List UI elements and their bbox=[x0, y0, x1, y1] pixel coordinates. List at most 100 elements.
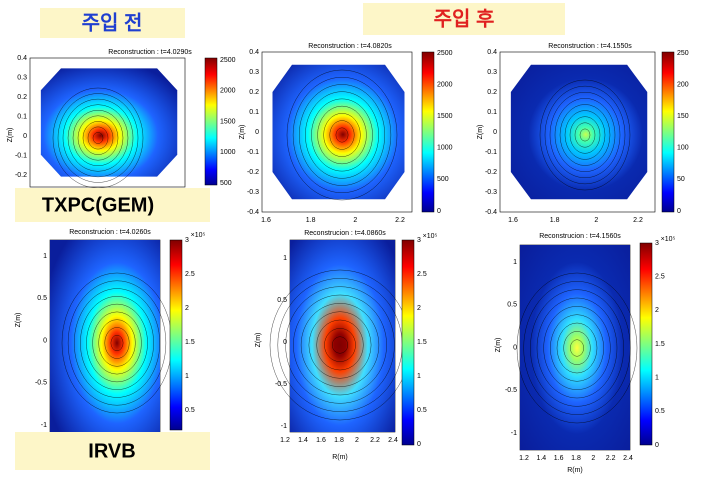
contour bbox=[305, 91, 379, 179]
y-tick-label: -0.1 bbox=[15, 152, 27, 159]
plot-title: Reconstruction : t=4.0290s bbox=[108, 49, 192, 56]
y-tick-label: 0.1 bbox=[249, 109, 259, 116]
contour bbox=[73, 288, 161, 398]
plot-field bbox=[510, 64, 648, 200]
colorbar-tick-label: 0.5 bbox=[655, 408, 665, 415]
x-tick-label: 2.2 bbox=[606, 455, 616, 462]
colorbar-tick-label: 1 bbox=[185, 373, 189, 380]
plot-title: Reconstrucion : t=4.0260s bbox=[69, 229, 151, 236]
colorbar bbox=[661, 51, 675, 213]
colorbar-tick-label: 250 bbox=[677, 50, 689, 57]
y-tick-label: -0.5 bbox=[505, 387, 517, 394]
y-tick-label: -0.5 bbox=[35, 380, 47, 387]
y-tick-label: -1 bbox=[511, 430, 517, 437]
colorbar-exponent: ×10⁵ bbox=[423, 233, 438, 240]
colorbar-exponent: ×10⁵ bbox=[661, 236, 676, 243]
colorbar-tick-label: 0.5 bbox=[417, 407, 427, 414]
colorbar-tick-label: 1 bbox=[417, 373, 421, 380]
contour bbox=[543, 306, 611, 390]
colorbar-tick-label: 1500 bbox=[220, 118, 236, 125]
colorbar-tick-label: 150 bbox=[677, 113, 689, 120]
x-axis-label: R(m) bbox=[567, 467, 583, 474]
y-tick-label: 1 bbox=[283, 255, 287, 262]
colorbar-tick-label: 2500 bbox=[220, 57, 236, 64]
y-tick-label: 0 bbox=[255, 129, 259, 136]
colorbar bbox=[204, 57, 218, 186]
contour bbox=[86, 303, 148, 383]
plot-field bbox=[40, 68, 178, 177]
y-tick-label: 0 bbox=[23, 133, 27, 140]
y-tick-label: 0.1 bbox=[487, 109, 497, 116]
contour bbox=[67, 280, 167, 406]
y-tick-label: 1 bbox=[43, 253, 47, 260]
x-tick-label: 2.4 bbox=[388, 437, 398, 444]
contour bbox=[574, 122, 596, 148]
plot-title: Reconstrucion : t=4.1560s bbox=[539, 233, 621, 240]
contour bbox=[67, 104, 129, 172]
y-axis-label: Z(m) bbox=[255, 333, 262, 348]
y-axis-label: Z(m) bbox=[477, 125, 484, 140]
y-tick-label: -0.2 bbox=[247, 169, 259, 176]
y-tick-label: 0 bbox=[43, 337, 47, 344]
x-tick-label: 2.2 bbox=[633, 217, 643, 224]
contour bbox=[311, 98, 373, 172]
contour bbox=[293, 294, 387, 396]
colorbar-tick-label: 200 bbox=[677, 81, 689, 88]
contour bbox=[564, 110, 606, 160]
colorbar-tick-label: 1.5 bbox=[655, 341, 665, 348]
y-tick-label: 0.5 bbox=[507, 302, 517, 309]
x-tick-label: 1.8 bbox=[306, 217, 316, 224]
y-tick-label: 0.3 bbox=[17, 74, 27, 81]
colorbar-tick-label: 0 bbox=[437, 208, 441, 215]
y-axis-label: Z(m) bbox=[495, 338, 502, 353]
y-tick-label: 0.2 bbox=[17, 94, 27, 101]
irvb-label: IRVB bbox=[88, 440, 135, 462]
x-tick-label: 2 bbox=[594, 217, 598, 224]
colorbar-tick-label: 2.5 bbox=[655, 274, 665, 281]
colorbar-tick-label: 2000 bbox=[437, 81, 453, 88]
contour bbox=[324, 328, 356, 362]
colorbar-tick-label: 2000 bbox=[220, 88, 236, 95]
y-tick-label: 0.2 bbox=[249, 89, 259, 96]
contour bbox=[285, 286, 395, 404]
contour bbox=[72, 109, 124, 167]
x-tick-label: 2 bbox=[355, 437, 359, 444]
contour bbox=[323, 113, 361, 157]
x-tick-label: 2 bbox=[591, 455, 595, 462]
contour bbox=[523, 281, 631, 415]
y-tick-label: 0.3 bbox=[487, 69, 497, 76]
contour bbox=[554, 98, 616, 172]
label-box bbox=[15, 432, 210, 470]
colorbar-tick-label: 500 bbox=[220, 180, 232, 187]
y-tick-label: -1 bbox=[41, 422, 47, 429]
y-tick-label: -0.2 bbox=[485, 169, 497, 176]
colorbar-tick-label: 2 bbox=[185, 305, 189, 312]
x-tick-label: 1.4 bbox=[536, 455, 546, 462]
plot-title: Reconstruction : t=4.1550s bbox=[548, 43, 632, 50]
contour bbox=[298, 84, 386, 186]
x-tick-label: 2.2 bbox=[395, 217, 405, 224]
contour bbox=[530, 289, 624, 407]
x-tick-label: 1.2 bbox=[519, 455, 529, 462]
y-tick-label: -0.4 bbox=[247, 209, 259, 216]
x-tick-label: 2.4 bbox=[623, 455, 633, 462]
x-tick-label: 1.8 bbox=[334, 437, 344, 444]
contour bbox=[570, 339, 584, 357]
colorbar-tick-label: 0 bbox=[677, 208, 681, 215]
header-before: 주입 전 bbox=[82, 11, 143, 34]
y-tick-label: -0.1 bbox=[247, 149, 259, 156]
y-tick-label: 1 bbox=[513, 259, 517, 266]
contour bbox=[569, 116, 601, 154]
header-box bbox=[363, 3, 565, 35]
y-tick-label: 0.5 bbox=[277, 297, 287, 304]
y-tick-label: 0.5 bbox=[37, 295, 47, 302]
plot-field bbox=[50, 240, 160, 432]
panels: Reconstruction : t=4.0290s Z(m) 0.4 0.3 0.2 0… bbox=[7, 43, 689, 474]
colorbar-tick-label: 0 bbox=[655, 442, 659, 449]
colorbar-tick-label: 1500 bbox=[437, 113, 453, 120]
x-tick-label: 1.6 bbox=[508, 217, 518, 224]
x-tick-label: 2 bbox=[353, 217, 357, 224]
colorbar-tick-label: 2.5 bbox=[185, 271, 195, 278]
y-tick-label: 0.1 bbox=[17, 113, 27, 120]
